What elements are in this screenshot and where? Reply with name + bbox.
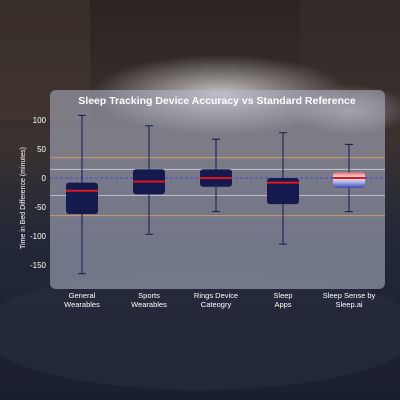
x-axis-labels: General Wearables Sports Wearables Rings Dev… (64, 291, 375, 309)
box-3 (200, 138, 232, 213)
box-1 (66, 114, 98, 275)
x-category-label: General Wearables (64, 291, 100, 309)
y-tick-label: -50 (34, 203, 46, 212)
chart-panel (50, 90, 385, 289)
box-body (66, 182, 98, 214)
y-tick-label: 50 (37, 145, 46, 154)
y-tick-label: -150 (30, 261, 47, 270)
box-4 (267, 132, 299, 245)
y-axis-title: Time in Bed Difference (minutes) (20, 147, 27, 249)
box-body (333, 172, 365, 188)
y-tick-label: -100 (30, 232, 47, 241)
x-category-label: Sports Wearables (131, 291, 167, 309)
box-series (66, 114, 365, 275)
x-category-label: Sleep Sense by Sleep.ai (323, 291, 376, 309)
box-2 (133, 125, 165, 235)
y-axis-ticks: 100 50 0 -50 -100 -150 (30, 116, 47, 270)
x-category-label: Rings Device Cateogry (194, 291, 238, 309)
y-tick-label: 100 (33, 116, 47, 125)
box-5 (333, 143, 365, 213)
x-category-label: Sleep Apps (273, 291, 292, 309)
y-tick-label: 0 (42, 174, 47, 183)
chart-title: Sleep Tracking Device Accuracy vs Standa… (78, 95, 356, 107)
box-body (267, 178, 299, 205)
